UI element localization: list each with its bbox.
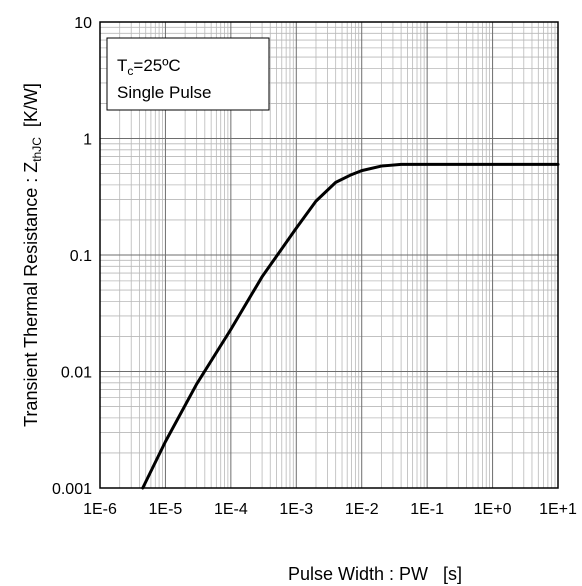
x-axis-title: Pulse Width : PW [s] — [288, 564, 462, 584]
plot-frame — [99, 21, 559, 489]
annotation-line-2: Single Pulse — [117, 83, 212, 102]
x-tick-label: 1E-1 — [410, 501, 444, 518]
x-tick-label: 1E+1 — [539, 501, 577, 518]
y-tick-label: 0.1 — [70, 248, 92, 265]
x-tick-label: 1E+0 — [474, 501, 512, 518]
x-tick-label: 1E-3 — [279, 501, 313, 518]
annotation-tc-main: T — [117, 56, 127, 75]
y-tick-label: 10 — [74, 15, 92, 32]
x-tick-label: 1E-2 — [345, 501, 379, 518]
x-tick-label: 1E-5 — [149, 501, 183, 518]
series-line — [141, 162, 560, 490]
annotation-box: Tc=25ºC Single Pulse — [106, 37, 270, 111]
annotation-tc-sub: c — [127, 64, 133, 78]
y-tick-labels: 10 1 0.1 0.01 0.001 — [52, 15, 92, 498]
y-axis-title: Transient Thermal Resistance : ZthJC [K/… — [21, 83, 44, 427]
y-tick-label: 1 — [83, 132, 92, 149]
x-tick-label: 1E-4 — [214, 501, 248, 518]
annotation-frame — [106, 37, 270, 111]
y-tick-label: 0.01 — [61, 365, 92, 382]
y-tick-label: 0.001 — [52, 481, 92, 498]
x-tick-labels: 1E-6 1E-5 1E-4 1E-3 1E-2 1E-1 1E+0 1E+1 — [83, 501, 577, 518]
y-axis-title-unit: [K/W] — [21, 83, 41, 137]
x-tick-label: 1E-6 — [83, 501, 117, 518]
series-layer — [141, 162, 560, 490]
y-axis-title-sub: thJC — [30, 137, 44, 162]
annotation-tc-value: =25ºC — [133, 56, 180, 75]
y-axis-title-main: Transient Thermal Resistance : Z — [21, 162, 41, 427]
annotation-line-1: Tc=25ºC — [117, 56, 181, 78]
